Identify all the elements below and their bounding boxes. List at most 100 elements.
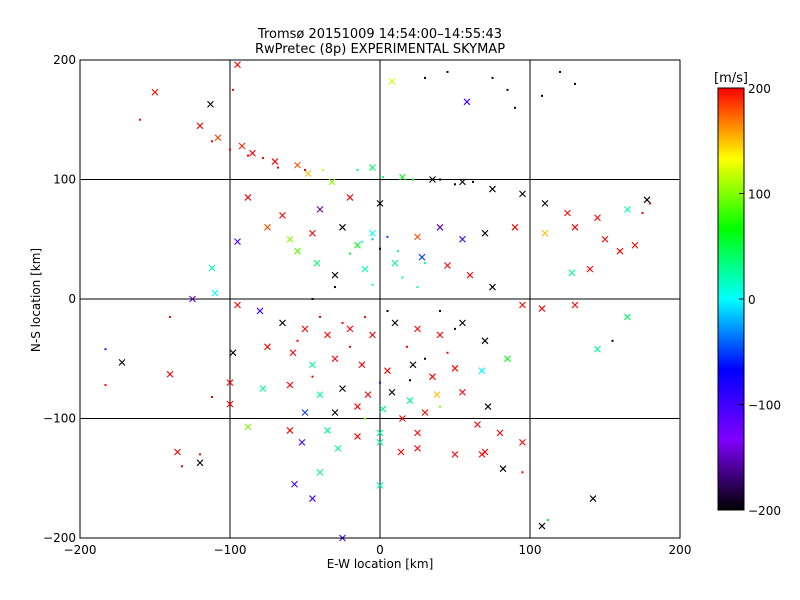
data-point-dot bbox=[211, 395, 213, 398]
data-point-cross bbox=[489, 283, 496, 291]
data-point-dot bbox=[649, 202, 651, 205]
data-point-cross bbox=[484, 403, 492, 410]
data-point-dot bbox=[406, 345, 408, 348]
data-point-cross bbox=[519, 301, 526, 309]
data-point-cross bbox=[354, 241, 361, 249]
data-point-cross bbox=[388, 388, 396, 396]
data-point-cross bbox=[226, 400, 234, 408]
colorbar-tick-label: 200 bbox=[748, 82, 771, 96]
colorbar-ticks: 200 100 0 −100 −200 bbox=[739, 82, 781, 518]
data-point-cross bbox=[174, 448, 181, 456]
data-point-dot bbox=[386, 235, 389, 238]
data-point-cross bbox=[328, 178, 336, 186]
data-point-dot bbox=[541, 94, 543, 97]
y-tick-label: 100 bbox=[53, 173, 76, 187]
data-point-dot bbox=[139, 118, 141, 121]
data-point-cross bbox=[289, 349, 297, 357]
data-point-cross bbox=[519, 190, 526, 198]
data-point-dot bbox=[349, 345, 351, 348]
data-point-dot bbox=[334, 286, 336, 289]
colorbar-tick-label: −200 bbox=[748, 504, 781, 518]
data-point-cross bbox=[309, 229, 316, 237]
y-axis-label: N-S location [km] bbox=[29, 248, 43, 352]
data-point-cross bbox=[316, 391, 324, 398]
data-point-dot bbox=[181, 465, 183, 468]
data-point-cross bbox=[229, 349, 237, 357]
data-point-cross bbox=[481, 337, 489, 345]
chart-title: Tromsø 20151009 14:54:00–14:55:43 bbox=[257, 27, 502, 42]
data-point-cross bbox=[364, 391, 372, 398]
data-point-cross bbox=[429, 176, 436, 183]
data-point-cross bbox=[346, 194, 354, 201]
data-point-cross bbox=[384, 367, 391, 375]
data-point-dot bbox=[296, 339, 299, 342]
data-point-cross bbox=[331, 409, 339, 416]
x-tick-label: −200 bbox=[64, 543, 97, 557]
data-point-dot bbox=[371, 283, 374, 286]
data-point-cross bbox=[291, 480, 298, 488]
data-point-dot bbox=[386, 309, 389, 312]
data-point-dot bbox=[514, 106, 516, 109]
data-point-dot bbox=[304, 168, 306, 171]
data-point-cross bbox=[624, 313, 631, 321]
data-point-cross bbox=[399, 415, 406, 422]
data-point-cross bbox=[354, 403, 361, 410]
data-point-cross bbox=[294, 247, 301, 255]
data-point-cross bbox=[151, 88, 159, 96]
x-axis-ticks: −200 −100 0 100 200 bbox=[64, 60, 692, 557]
data-point-dot bbox=[611, 339, 614, 342]
data-point-cross bbox=[391, 319, 399, 327]
data-point-cross bbox=[331, 355, 339, 363]
data-point-cross bbox=[238, 142, 246, 150]
data-point-cross bbox=[316, 205, 324, 213]
data-point-dot bbox=[349, 252, 351, 255]
x-tick-label: 0 bbox=[376, 543, 384, 557]
data-point-dot bbox=[262, 156, 264, 159]
data-point-cross bbox=[511, 223, 519, 231]
data-point-dot bbox=[169, 315, 171, 318]
data-point-dot bbox=[491, 76, 494, 79]
data-point-dot bbox=[454, 183, 456, 186]
data-point-dot bbox=[412, 178, 414, 181]
data-point-dot bbox=[506, 88, 509, 91]
data-point-cross bbox=[376, 429, 384, 437]
data-point-dot bbox=[341, 321, 344, 324]
y-tick-label: −100 bbox=[43, 412, 76, 426]
data-point-dot bbox=[401, 276, 404, 279]
data-point-cross bbox=[459, 319, 466, 327]
data-point-cross bbox=[481, 229, 489, 237]
data-point-dot bbox=[574, 82, 576, 85]
data-point-cross bbox=[339, 223, 346, 231]
data-point-cross bbox=[234, 301, 241, 309]
data-point-cross bbox=[586, 265, 594, 273]
colorbar-label: [m/s] bbox=[714, 71, 748, 86]
data-point-cross bbox=[346, 325, 354, 333]
data-point-cross bbox=[391, 259, 399, 267]
data-point-cross bbox=[331, 271, 339, 279]
data-point-dot bbox=[439, 309, 441, 312]
data-point-cross bbox=[451, 450, 459, 458]
data-point-cross bbox=[259, 385, 267, 393]
data-point-cross bbox=[214, 134, 222, 142]
data-point-cross bbox=[601, 235, 609, 243]
data-point-cross bbox=[286, 427, 294, 434]
data-point-cross bbox=[264, 223, 271, 231]
data-point-dot bbox=[439, 405, 441, 408]
data-point-cross bbox=[234, 61, 241, 69]
data-point-cross bbox=[279, 319, 286, 327]
x-tick-label: 200 bbox=[669, 543, 692, 557]
data-point-cross bbox=[244, 194, 252, 201]
data-point-cross bbox=[436, 331, 444, 339]
data-point-cross bbox=[379, 405, 387, 413]
data-point-cross bbox=[568, 269, 576, 277]
data-point-cross bbox=[388, 78, 396, 85]
data-point-cross bbox=[208, 264, 216, 272]
data-point-cross bbox=[358, 361, 366, 369]
data-point-dot bbox=[232, 88, 234, 91]
colorbar-tick-label: 0 bbox=[748, 293, 756, 307]
data-point-cross bbox=[478, 367, 486, 375]
data-point-cross bbox=[376, 200, 384, 207]
data-point-cross bbox=[334, 444, 342, 452]
data-point-cross bbox=[271, 158, 279, 165]
data-point-cross bbox=[339, 385, 346, 393]
